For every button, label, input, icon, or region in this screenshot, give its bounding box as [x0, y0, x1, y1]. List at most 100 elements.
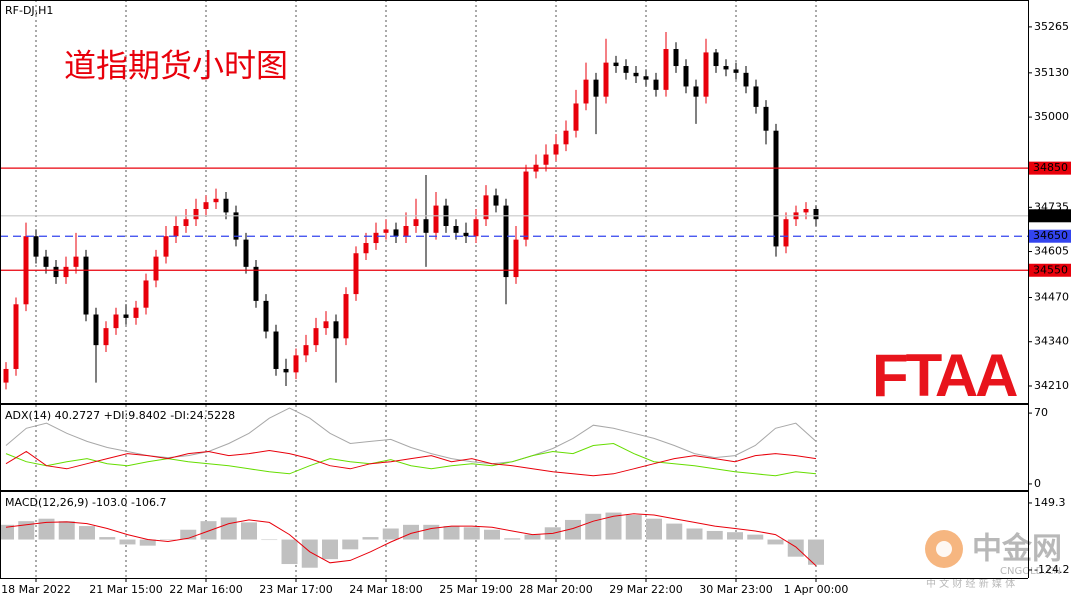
- histogram-bar: [423, 524, 440, 540]
- candle-body: [43, 256, 49, 267]
- candle-body: [363, 243, 369, 254]
- candle-body: [803, 208, 809, 213]
- candle-body: [263, 300, 269, 332]
- candle-body: [313, 328, 319, 346]
- candle-body: [713, 52, 719, 67]
- histogram-bar: [382, 528, 399, 540]
- level-label: 34850: [1033, 161, 1068, 174]
- candle-body: [663, 49, 669, 90]
- candle-body: [483, 195, 489, 220]
- y-tick-label: -124.2: [1034, 563, 1069, 576]
- candle-body: [643, 76, 649, 80]
- candle-body: [153, 256, 159, 281]
- watermark: 中金网 CNGOLD.CN 中 文 财 经 新 媒 体: [925, 530, 1062, 590]
- candle-body: [683, 66, 689, 87]
- histogram-bar: [119, 539, 136, 545]
- histogram-bar: [241, 522, 257, 540]
- histogram-bar: [727, 532, 743, 540]
- histogram-bar: [0, 524, 14, 540]
- histogram-bar: [281, 539, 298, 565]
- candle-body: [813, 208, 819, 220]
- candle-body: [503, 205, 509, 278]
- candle-body: [603, 62, 609, 97]
- candle-body: [633, 72, 639, 77]
- candle-body: [3, 368, 9, 383]
- frame: [0, 0, 1029, 579]
- candle-body: [433, 205, 439, 233]
- candle-body: [773, 130, 779, 247]
- candle-body: [583, 79, 589, 104]
- histogram-bar: [625, 515, 642, 540]
- level-label: 34550: [1033, 263, 1068, 276]
- candle-body: [453, 226, 459, 233]
- candle-body: [463, 232, 469, 237]
- watermark-site: CNGOLD.CN: [1000, 566, 1061, 577]
- signal-line: [5, 513, 817, 567]
- candle-body: [293, 355, 299, 373]
- candle-body: [353, 253, 359, 295]
- candle-body: [173, 226, 179, 237]
- candle-body: [253, 266, 259, 301]
- histogram-bar: [403, 524, 419, 540]
- watermark-tagline: 中 文 财 经 新 媒 体: [926, 577, 1015, 590]
- histogram-bar: [362, 537, 379, 540]
- y-tick-label: 35000: [1034, 110, 1069, 123]
- candle-body: [123, 314, 129, 318]
- histogram-bar: [747, 534, 764, 540]
- candle-body: [83, 256, 89, 315]
- level-label-box: [1029, 229, 1071, 243]
- candle-body: [393, 229, 399, 237]
- histogram-bar: [686, 528, 703, 540]
- watermark-text: 中金网: [972, 532, 1062, 567]
- candle-body: [473, 219, 479, 237]
- candle-body: [273, 331, 279, 369]
- candle-body: [13, 304, 19, 369]
- histogram-bar: [463, 527, 480, 540]
- candle-body: [613, 62, 619, 67]
- candle-body: [243, 239, 249, 267]
- y-tick-label: 35130: [1034, 66, 1069, 79]
- chart-title: ADX(14) 40.2727 +DI:9.8402 -DI:24.5228: [5, 409, 235, 422]
- candle-body: [163, 236, 169, 257]
- candle-body: [343, 294, 349, 339]
- candle-body: [63, 266, 69, 278]
- histogram-bar: [565, 519, 581, 540]
- histogram-bar: [180, 529, 197, 540]
- candle-body: [203, 202, 209, 209]
- histogram-bar: [787, 539, 804, 557]
- indicator-line: [5, 442, 817, 477]
- candle-body: [403, 226, 409, 237]
- histogram-bar: [261, 539, 278, 541]
- candle-body: [233, 212, 239, 240]
- x-tick-label: 29 Mar 22:00: [609, 583, 682, 596]
- histogram-bar: [706, 530, 723, 540]
- level-label: 34710: [1033, 209, 1068, 222]
- candle-body: [543, 154, 549, 165]
- x-tick-label: 28 Mar 20:00: [519, 583, 592, 596]
- candle-body: [743, 72, 749, 87]
- candle-body: [73, 256, 79, 267]
- candle-body: [693, 86, 699, 97]
- candle-body: [213, 198, 219, 203]
- level-label-box: [1029, 161, 1071, 175]
- histogram-bar: [605, 512, 622, 540]
- histogram-bar: [220, 517, 237, 540]
- candle-body: [753, 86, 759, 107]
- y-tick-label: 35265: [1034, 20, 1069, 33]
- candle-body: [223, 198, 229, 213]
- candle-body: [553, 144, 559, 155]
- histogram-bar: [99, 537, 116, 540]
- histogram-bar: [666, 523, 683, 540]
- x-tick-label: 18 Mar 2022: [1, 583, 71, 596]
- histogram-bar: [808, 539, 824, 565]
- candle-body: [113, 314, 119, 329]
- indicator-line: [5, 407, 817, 465]
- level-label-box: [1029, 209, 1071, 223]
- candle-body: [93, 314, 99, 346]
- y-tick-label: 34340: [1034, 335, 1069, 348]
- candle-body: [183, 219, 189, 227]
- grid: [35, 0, 817, 578]
- candle-body: [193, 208, 199, 220]
- histogram-bar: [79, 526, 95, 540]
